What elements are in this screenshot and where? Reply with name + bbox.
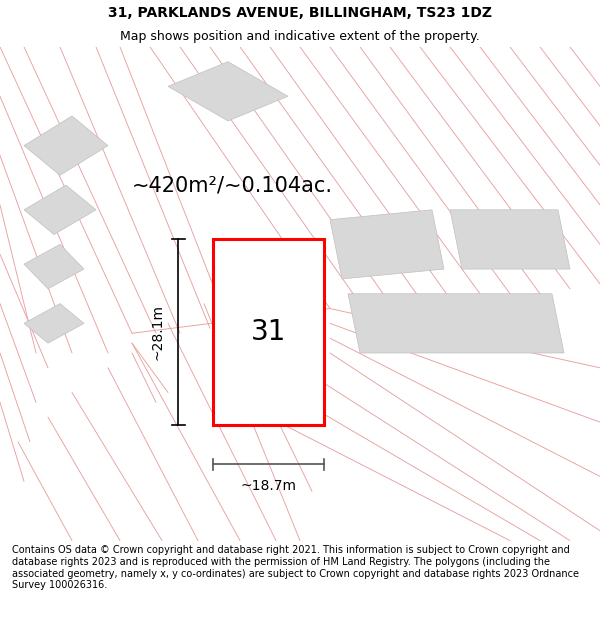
Polygon shape	[24, 304, 84, 343]
Text: 31, PARKLANDS AVENUE, BILLINGHAM, TS23 1DZ: 31, PARKLANDS AVENUE, BILLINGHAM, TS23 1…	[108, 6, 492, 20]
Text: Contains OS data © Crown copyright and database right 2021. This information is : Contains OS data © Crown copyright and d…	[12, 546, 579, 590]
Polygon shape	[348, 294, 564, 353]
Polygon shape	[168, 62, 288, 121]
Polygon shape	[24, 185, 96, 234]
Text: ~28.1m: ~28.1m	[150, 304, 164, 360]
Bar	[213, 239, 324, 424]
Text: ~18.7m: ~18.7m	[241, 479, 296, 493]
Polygon shape	[450, 210, 570, 269]
Polygon shape	[24, 116, 108, 175]
Polygon shape	[24, 244, 84, 289]
Text: Map shows position and indicative extent of the property.: Map shows position and indicative extent…	[120, 30, 480, 43]
Text: 31: 31	[251, 318, 286, 346]
Polygon shape	[330, 210, 444, 279]
Text: ~420m²/~0.104ac.: ~420m²/~0.104ac.	[132, 175, 333, 195]
